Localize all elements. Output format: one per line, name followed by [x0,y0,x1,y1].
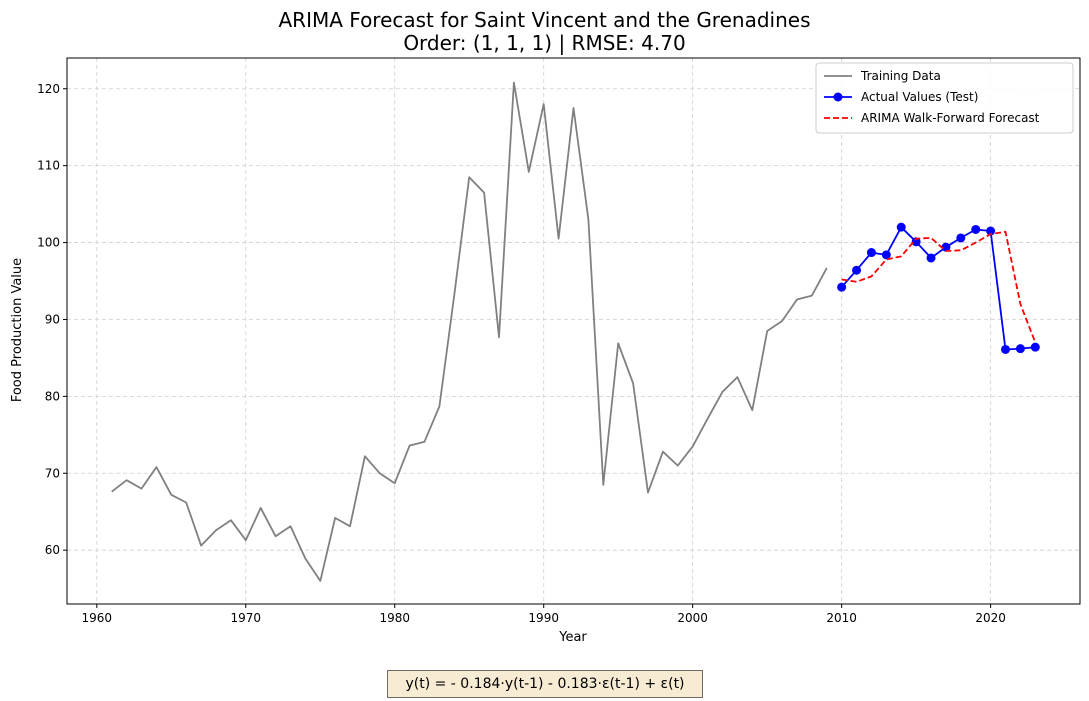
y-tick-label: 100 [37,236,60,250]
y-tick-label: 60 [45,543,60,557]
axis-ticks: 1960 1970 1980 1990 2000 2010 2020 60 70 80 90 100 1… [37,82,1006,625]
legend-label-0: Training Data [860,69,941,83]
x-tick-label: 1970 [230,611,261,625]
data-point [881,250,891,260]
y-tick-label: 120 [37,82,60,96]
equation-box: y(t) = - 0.184·y(t-1) - 0.183·ε(t-1) + ε… [387,670,703,698]
x-tick-label: 1980 [379,611,410,625]
x-tick-label: 2010 [826,611,857,625]
x-tick-label: 2000 [677,611,708,625]
legend-label-2: ARIMA Walk-Forward Forecast [861,111,1040,125]
legend-box [815,62,1074,134]
data-point [837,282,847,292]
equation-text: y(t) = - 0.184·y(t-1) - 0.183·ε(t-1) + ε… [405,676,685,692]
data-point [1015,344,1025,354]
y-tick-label: 90 [45,312,60,326]
data-point [866,248,876,258]
legend: Training Data Actual Values (Test) ARIMA W… [815,62,1074,134]
data-point [956,233,966,243]
y-tick-label: 110 [37,159,60,173]
data-point [986,226,996,236]
x-tick-label: 1960 [82,611,113,625]
data-point [1030,342,1040,352]
data-point [1001,344,1011,354]
plot-frame [66,57,1081,605]
x-tick-label: 1990 [528,611,559,625]
series-line-0 [111,81,828,582]
chart-subtitle: Order: (1, 1, 1) | RMSE: 4.70 [403,31,686,55]
x-tick-label: 2020 [975,611,1006,625]
grid-lines [67,58,1080,604]
chart-title: ARIMA Forecast for Saint Vincent and the… [278,8,811,32]
arima-forecast-chart: 1960 1970 1980 1990 2000 2010 2020 60 70 80 90 100 1… [10,57,1081,645]
data-point [896,222,906,232]
y-axis-label: Food Production Value [10,258,25,402]
data-point [911,237,921,247]
data-point [926,253,936,263]
data-point [971,224,981,234]
legend-marker [833,92,843,102]
y-tick-label: 70 [45,466,60,480]
series-lines [111,81,1040,582]
data-point [852,265,862,275]
y-tick-label: 80 [45,389,60,403]
data-point [941,242,951,252]
legend-label-1: Actual Values (Test) [861,90,978,104]
x-axis-label: Year [558,630,587,645]
